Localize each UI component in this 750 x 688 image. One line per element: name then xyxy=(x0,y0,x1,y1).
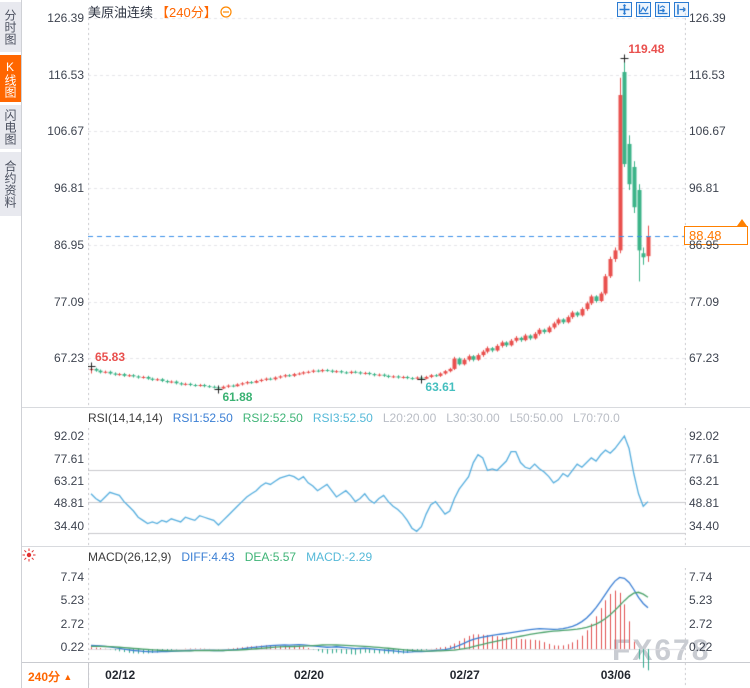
main-y-label: 86.95 xyxy=(53,237,84,252)
rsi-name: RSI(14,14,14) xyxy=(88,411,163,425)
macd-y-label: 7.74 xyxy=(689,570,713,584)
rsi-header: RSI(14,14,14) RSI1:52.50 RSI2:52.50 RSI3:52… xyxy=(88,411,630,425)
main-y-label: 116.53 xyxy=(689,67,725,82)
x-axis-date-label: 03/06 xyxy=(600,668,631,682)
period-label: 240分 xyxy=(28,670,61,684)
macd-y-label: 2.72 xyxy=(689,616,713,631)
rsi-y-label: 77.61 xyxy=(689,451,720,466)
macd-y-label: 5.23 xyxy=(689,593,713,608)
rsi-y-label: 92.02 xyxy=(53,429,84,443)
diff-readout: DIFF:4.43 xyxy=(181,550,235,564)
main-y-label: 116.53 xyxy=(48,67,84,82)
main-y-label: 126.39 xyxy=(689,11,726,25)
rsi-y-label: 48.81 xyxy=(689,496,720,511)
candlestick-canvas[interactable] xyxy=(88,8,686,408)
sidebar-tab-label: K线图 xyxy=(3,59,17,98)
rsi-canvas[interactable] xyxy=(88,428,686,547)
macd-y-label: 0.22 xyxy=(689,640,713,655)
macd-readout: MACD:-2.29 xyxy=(306,550,373,564)
triangle-up-icon: ▲ xyxy=(63,672,73,682)
sidebar-tab-kline-chart[interactable]: K线图 xyxy=(0,55,21,103)
price-annotation: 119.48 xyxy=(628,41,665,56)
rsi-y-label: 63.21 xyxy=(53,474,84,488)
rsi-y-label: 48.81 xyxy=(53,496,84,511)
rsi-y-label: 34.40 xyxy=(689,519,720,533)
macd-y-label: 7.74 xyxy=(60,570,84,584)
sidebar: 分时图 K线图 闪电图 合约资料 xyxy=(0,0,22,688)
macd-header: MACD(26,12,9) DIFF:4.43 DEA:5.57 MACD:-2.29 xyxy=(88,550,382,564)
rsi-y-label: 92.02 xyxy=(689,429,720,443)
l20-readout: L20:20.00 xyxy=(382,411,437,425)
rsi-y-label: 77.61 xyxy=(53,451,84,466)
main-y-label: 126.39 xyxy=(47,11,84,25)
main-y-label: 77.09 xyxy=(689,294,720,309)
price-annotation: 63.61 xyxy=(425,380,456,395)
sidebar-tab-label: 闪电图 xyxy=(3,109,17,145)
rsi-y-label: 63.21 xyxy=(689,474,720,488)
rsi3-readout: RSI3:52.50 xyxy=(312,411,373,425)
x-axis-date-label: 02/12 xyxy=(105,668,136,682)
price-annotation: 61.88 xyxy=(222,390,253,405)
main-y-label: 96.81 xyxy=(53,181,84,196)
sidebar-tab-lightning-chart[interactable]: 闪电图 xyxy=(0,105,21,150)
l70-readout: L70:70.0 xyxy=(573,411,620,425)
macd-y-label: 5.23 xyxy=(60,593,84,608)
x-axis-date-label: 02/27 xyxy=(449,668,480,682)
l30-readout: L30:30.00 xyxy=(446,411,500,425)
main-y-label: 106.67 xyxy=(689,124,726,139)
rsi2-readout: RSI2:52.50 xyxy=(242,411,303,425)
main-y-label: 67.23 xyxy=(689,351,720,366)
indicator-settings-icon[interactable] xyxy=(22,548,36,562)
macd-y-label: 2.72 xyxy=(60,616,84,631)
x-axis-date-label: 02/20 xyxy=(293,668,324,682)
l50-readout: L50:50.00 xyxy=(509,411,564,425)
sidebar-tab-label: 分时图 xyxy=(3,9,17,45)
dea-readout: DEA:5.57 xyxy=(244,550,297,564)
sidebar-tab-label: 合约资料 xyxy=(3,160,17,208)
sidebar-tab-time-chart[interactable]: 分时图 xyxy=(0,2,21,53)
main-y-label: 67.23 xyxy=(53,351,84,366)
price-annotation: 65.83 xyxy=(95,350,126,365)
rsi-y-label: 34.40 xyxy=(53,519,84,533)
main-y-label: 86.95 xyxy=(689,237,720,252)
main-y-label: 106.67 xyxy=(47,124,84,139)
last-price-tag: 88.48 xyxy=(684,226,748,245)
last-price-arrow-icon xyxy=(737,219,747,226)
rsi1-readout: RSI1:52.50 xyxy=(172,411,233,425)
macd-canvas[interactable] xyxy=(88,568,686,688)
main-y-label: 96.81 xyxy=(689,181,720,196)
main-y-label: 77.09 xyxy=(53,294,84,309)
sidebar-tab-contract-info[interactable]: 合约资料 xyxy=(0,152,21,217)
macd-y-label: 0.22 xyxy=(60,640,84,655)
period-selector[interactable]: 240分 ▲ xyxy=(28,668,72,685)
macd-name: MACD(26,12,9) xyxy=(88,550,172,564)
